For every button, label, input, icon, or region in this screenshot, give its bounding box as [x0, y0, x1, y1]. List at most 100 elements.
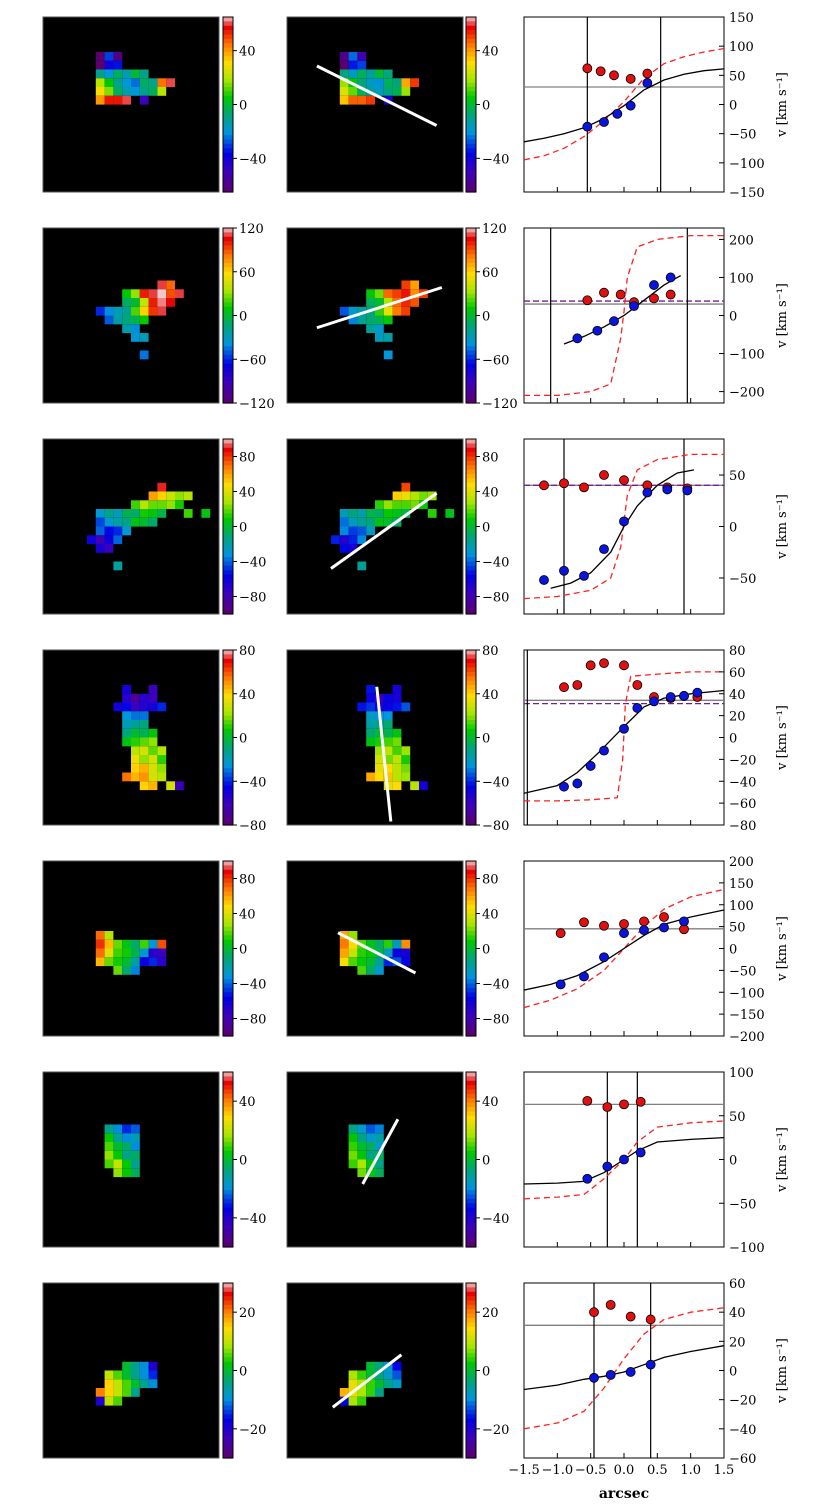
map-pixel — [95, 509, 105, 518]
colorbar-segment — [223, 56, 233, 62]
map-pixel — [113, 1133, 123, 1143]
colorbar-tick-label: 0 — [239, 732, 247, 747]
colorbar-segment — [223, 504, 233, 510]
galaxy-id-label: 1904 — [53, 1221, 99, 1242]
colorbar-segment — [223, 917, 233, 923]
colorbar-segment — [223, 148, 233, 154]
colorbar-segment — [466, 82, 476, 88]
colorbar-segment — [466, 56, 476, 62]
colorbar-segment — [223, 772, 233, 778]
y-tick-label: −50 — [729, 128, 756, 143]
colorbar-segment — [466, 122, 476, 127]
map-pixel — [392, 746, 402, 756]
rotation-curve-plot: 100 50 0 −50 −100 v [km s⁻¹] — [523, 1066, 790, 1256]
plot-area — [524, 888, 724, 1009]
colorbar-segment — [466, 698, 476, 704]
colorbar-segment — [223, 1207, 233, 1213]
colorbar-segment — [223, 952, 233, 958]
colorbar-segment — [466, 909, 476, 915]
colorbar-segment — [466, 922, 476, 928]
colorbar-segment — [223, 161, 233, 167]
velocity-map: υ 658 — [42, 16, 220, 193]
map-pixel — [131, 1168, 140, 1178]
panel-label-vmod-subscript: mod — [309, 880, 340, 896]
map-pixel — [139, 702, 149, 712]
colorbar-segment — [466, 724, 476, 730]
colorbar-segment — [223, 1172, 233, 1178]
map-pixel — [139, 333, 149, 342]
colorbar-segment — [466, 381, 476, 387]
map-pixel — [104, 1159, 114, 1169]
map-pixel — [95, 931, 105, 940]
colorbar-segment — [466, 1076, 476, 1082]
map-pixel — [401, 87, 411, 96]
map-pixel — [139, 350, 149, 360]
colorbar-segment — [223, 315, 233, 321]
map-pixel — [175, 781, 184, 791]
colorbar-segment — [223, 245, 233, 251]
colorbar-segment — [466, 87, 476, 92]
map-pixel — [148, 1379, 158, 1389]
map-pixel — [95, 544, 105, 553]
colorbar-segment — [223, 1120, 233, 1126]
plot-area — [524, 439, 724, 614]
map-pixel — [139, 1370, 149, 1380]
velocity-map: υ 606_1 — [42, 1282, 220, 1459]
map-pixel — [401, 298, 411, 307]
map-pixel — [95, 306, 105, 316]
map-pixel — [383, 772, 393, 782]
map-pixel — [366, 315, 375, 325]
colorbar-segment — [223, 174, 233, 180]
colorbar-segment — [223, 1335, 233, 1341]
map-pixel — [375, 306, 384, 316]
map-pixel — [357, 69, 367, 79]
colorbar-segment — [223, 1137, 233, 1143]
map-pixel — [348, 1133, 358, 1143]
map-pixel — [148, 685, 158, 694]
map-pixel — [375, 1133, 384, 1143]
colorbar-segment — [223, 685, 233, 690]
x-tick-label: 1.0 — [680, 1463, 701, 1478]
colorbar-tick-label: 40 — [482, 1095, 499, 1110]
colorbar-tick-label: 0 — [239, 310, 247, 325]
colorbar-segment — [466, 43, 476, 49]
colorbar-segment — [466, 1357, 476, 1363]
map-pixel — [148, 781, 158, 791]
map-pixel — [375, 957, 384, 967]
colorbar-segment — [466, 667, 476, 673]
colorbar-segment — [466, 1414, 476, 1420]
dispersion-data-point — [579, 917, 589, 928]
colorbar-segment — [223, 1181, 233, 1187]
map-pixel — [366, 78, 375, 88]
colorbar-segment — [223, 1133, 233, 1139]
y-tick-label: 0 — [729, 310, 737, 325]
velocity-data-point — [592, 325, 603, 336]
map-pixel — [339, 1396, 349, 1406]
rotation-curve-plot: 200 100 0 −100 −200 v [km s⁻¹] — [523, 227, 790, 404]
map-pixel — [104, 1388, 114, 1397]
map-pixel — [131, 1150, 140, 1160]
colorbar-segment — [466, 52, 476, 57]
y-tick-label: −40 — [729, 1423, 756, 1438]
colorbar-segment — [223, 465, 233, 471]
map-pixel — [348, 957, 358, 967]
colorbar-segment — [223, 1014, 233, 1020]
colorbar-segment — [466, 232, 476, 238]
map-pixel — [348, 1370, 358, 1380]
colorbar-segment — [466, 389, 476, 395]
colorbar-tick-label: −40 — [482, 152, 509, 167]
colorbar-segment — [466, 333, 476, 338]
colorbar-segment — [466, 574, 476, 580]
colorbar-segment — [223, 570, 233, 576]
colorbar-segment — [223, 178, 233, 184]
colorbar-segment — [466, 987, 476, 993]
colorbar-segment — [466, 1009, 476, 1015]
colorbar-segment — [466, 1353, 476, 1358]
intrinsic-model-curve — [524, 234, 724, 397]
x-axis-label: arcsec — [599, 1486, 649, 1502]
colorbar-segment — [466, 807, 476, 813]
colorbar-segment — [466, 798, 476, 804]
colorbar-tick-label: 0 — [482, 1365, 490, 1380]
colorbar-tick-label: 40 — [239, 1095, 256, 1110]
kinematic-axis-line — [361, 1118, 400, 1185]
